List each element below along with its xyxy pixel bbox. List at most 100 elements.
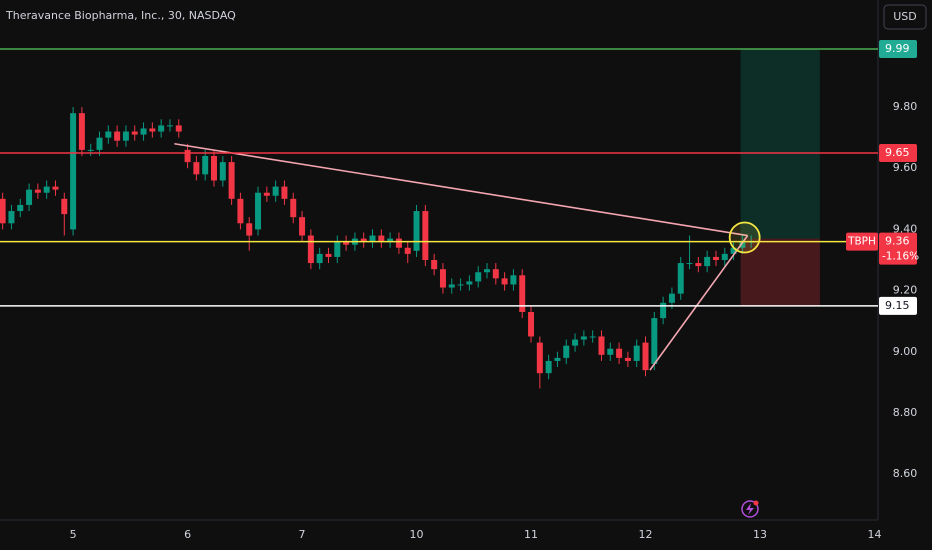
candle-body — [114, 131, 121, 141]
candle-body — [219, 162, 226, 181]
symbol-box — [846, 232, 878, 251]
y-tick-label: 8.80 — [893, 406, 918, 419]
level-label: 9.65 — [885, 146, 910, 159]
candle-body — [404, 247, 411, 254]
candle-body — [413, 211, 420, 251]
candle-body — [387, 238, 394, 242]
candle-body — [211, 156, 217, 181]
x-tick-label: 5 — [70, 528, 77, 541]
candle-body — [466, 281, 473, 285]
candle-body — [61, 198, 68, 215]
level-label-box — [879, 296, 917, 315]
x-tick-label: 11 — [524, 528, 538, 541]
candle-body — [616, 348, 623, 358]
level-label: 9.15 — [885, 299, 910, 312]
candle-body — [431, 260, 438, 270]
candle-body — [660, 302, 667, 319]
candle-body — [545, 360, 552, 374]
candle-body — [87, 149, 94, 151]
icon-dot[interactable] — [753, 500, 759, 506]
candle-body — [730, 247, 737, 254]
candle-body — [686, 263, 693, 265]
y-tick-label: 9.00 — [893, 345, 918, 358]
level-label: 9.99 — [885, 42, 910, 55]
candle-body — [246, 223, 253, 236]
candle-body — [607, 348, 614, 355]
candle-body — [528, 312, 535, 337]
candle-body — [492, 269, 499, 279]
y-tick-label: 9.60 — [893, 161, 918, 174]
candle-body — [642, 342, 649, 371]
candle-body — [8, 211, 15, 224]
y-tick-label: 8.60 — [893, 467, 918, 480]
candle-body — [52, 186, 59, 190]
candle-body — [43, 186, 50, 193]
highlight-circle — [728, 221, 761, 254]
y-tick-label: 9.80 — [893, 100, 918, 113]
candle-body — [334, 241, 341, 257]
icon-ring[interactable] — [741, 500, 759, 518]
candle-body — [105, 131, 112, 138]
candle-body — [131, 131, 138, 135]
candle-body — [343, 241, 350, 245]
candle-body — [572, 339, 579, 346]
candle-body — [34, 189, 41, 193]
candle-body — [175, 125, 182, 132]
candle-body — [158, 125, 165, 132]
candle-body — [202, 156, 209, 175]
candle-body — [193, 162, 200, 175]
candle-body — [536, 342, 543, 374]
candle-body — [695, 263, 702, 267]
candle-body — [237, 198, 244, 224]
candle-body — [395, 238, 402, 248]
y-tick-label: 9.40 — [893, 222, 918, 235]
candle-body — [510, 275, 517, 285]
candle-body — [378, 235, 385, 242]
candle-body — [651, 318, 658, 364]
candle-body — [633, 345, 640, 361]
candle-body — [184, 149, 191, 163]
candle-body — [316, 253, 323, 264]
candle-body — [299, 217, 306, 236]
candle-body — [140, 128, 147, 135]
currency[interactable]: USD — [893, 10, 917, 23]
flash-icon[interactable] — [741, 500, 759, 518]
candle-body — [563, 345, 570, 358]
x-tick-label: 13 — [753, 528, 767, 541]
icon-bolt[interactable] — [746, 503, 754, 515]
price-change: -1.16% — [882, 251, 919, 263]
candle-body — [580, 336, 587, 340]
candle-body — [263, 192, 270, 196]
y-tick-label: 9.20 — [893, 284, 918, 297]
x-tick-label: 12 — [639, 528, 653, 541]
candle-body — [281, 186, 288, 199]
x-tick-label: 7 — [299, 528, 306, 541]
candle-body — [122, 131, 129, 141]
candle-body — [598, 336, 605, 355]
candle-body — [721, 253, 728, 260]
chart-title: Theravance Biopharma, Inc., 30, NASDAQ — [5, 9, 236, 22]
candle-body — [96, 137, 103, 150]
candle-body — [475, 272, 482, 282]
candle-body — [255, 192, 262, 230]
candle-body — [712, 256, 719, 260]
candle-body — [457, 284, 464, 286]
candle-body — [519, 275, 526, 312]
candle-body — [272, 186, 279, 196]
level-label: 9.36 — [885, 235, 910, 248]
candle-body — [0, 198, 6, 224]
candle-body — [307, 235, 314, 264]
target-zone — [740, 48, 820, 239]
trendline — [174, 142, 748, 237]
candle-body — [26, 189, 33, 205]
symbol-label: TBPH — [847, 236, 876, 248]
candle-body — [290, 198, 297, 218]
currency-button[interactable] — [883, 4, 927, 30]
candle-body — [668, 293, 675, 303]
candle-body — [17, 204, 24, 212]
candle-body — [360, 238, 367, 242]
candle-body — [589, 336, 596, 338]
candle-body — [739, 241, 746, 248]
candle-body — [677, 263, 684, 294]
x-tick-label: 6 — [184, 528, 191, 541]
